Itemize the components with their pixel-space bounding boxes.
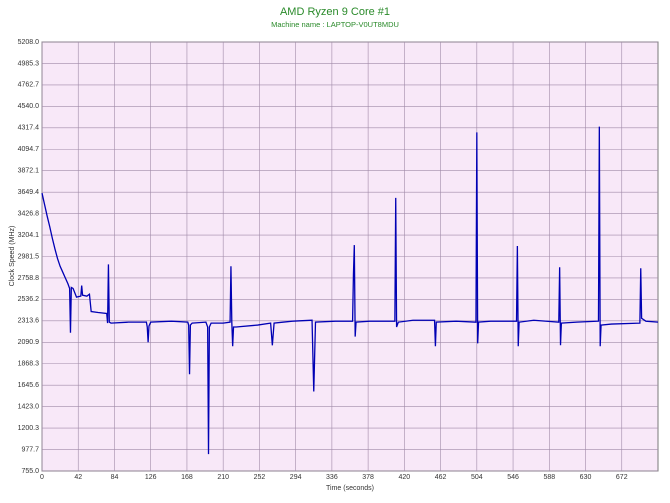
x-tick-label: 0 [40,474,44,481]
x-tick-label: 168 [181,474,193,481]
y-tick-label: 5208.0 [18,39,40,46]
y-tick-label: 4540.0 [18,103,40,110]
y-tick-label: 2313.6 [18,318,40,325]
x-tick-label: 504 [471,474,483,481]
chart-subtitle: Machine name : LAPTOP-V0UT8MDU [271,20,399,29]
x-tick-label: 252 [254,474,266,481]
y-tick-label: 4762.7 [18,82,40,89]
y-tick-label: 755.0 [21,468,39,475]
x-tick-label: 336 [326,474,338,481]
x-tick-label: 210 [217,474,229,481]
x-tick-label: 462 [435,474,447,481]
chart-title: AMD Ryzen 9 Core #1 [280,6,390,18]
y-tick-label: 3872.1 [18,168,40,175]
x-axis-label: Time (seconds) [326,485,374,492]
x-tick-label: 588 [543,474,555,481]
x-tick-label: 126 [145,474,157,481]
x-tick-label: 42 [74,474,82,481]
x-tick-label: 672 [616,474,628,481]
y-axis-label: Clock Speed (MHz) [9,226,16,287]
data-line [41,126,659,455]
y-tick-label: 2981.5 [18,253,40,260]
y-tick-label: 2758.8 [18,275,40,282]
y-tick-label: 1423.0 [18,403,40,410]
x-tick-label: 630 [580,474,592,481]
x-tick-label: 84 [111,474,119,481]
y-tick-label: 1200.3 [18,425,40,432]
x-tick-label: 378 [362,474,374,481]
y-tick-label: 2536.2 [18,296,40,303]
y-tick-label: 2090.9 [18,339,40,346]
y-tick-label: 4317.4 [18,125,40,132]
x-tick-label: 294 [290,474,302,481]
y-tick-label: 1868.3 [18,361,40,368]
y-tick-label: 4094.7 [18,146,40,153]
y-tick-label: 977.7 [21,446,39,453]
y-tick-label: 1645.6 [18,382,40,389]
y-tick-label: 4985.3 [18,60,40,67]
y-tick-label: 3426.8 [18,210,40,217]
y-tick-label: 3204.1 [18,232,40,239]
y-tick-label: 3649.4 [18,189,40,196]
x-tick-label: 546 [507,474,519,481]
x-tick-label: 420 [399,474,411,481]
